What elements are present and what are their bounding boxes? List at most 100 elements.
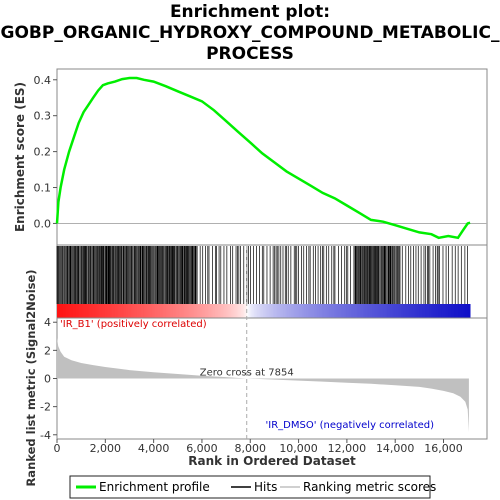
- rank-color-segment: [429, 304, 432, 318]
- legend-entry-profile: Enrichment profile: [99, 480, 210, 494]
- rank-color-segment: [374, 304, 377, 318]
- rank-color-segment: [91, 304, 94, 318]
- rank-color-segment: [284, 304, 287, 318]
- rank-color-segment: [420, 304, 423, 318]
- rank-color-segment: [375, 304, 378, 318]
- metric-y-tick-label: 0: [44, 373, 51, 386]
- rank-color-segment: [180, 304, 183, 318]
- rank-color-segment: [355, 304, 358, 318]
- rank-color-segment: [251, 304, 254, 318]
- rank-color-segment: [133, 304, 136, 318]
- rank-color-segment: [74, 304, 77, 318]
- rank-color-segment: [336, 304, 339, 318]
- rank-color-segment: [432, 304, 435, 318]
- rank-color-segment: [457, 304, 459, 318]
- rank-color-segment: [213, 304, 216, 318]
- rank-color-segment: [436, 304, 439, 318]
- rank-color-segment: [81, 304, 84, 318]
- rank-color-segment: [146, 304, 149, 318]
- rank-color-segment: [399, 304, 401, 318]
- rank-color-segment: [64, 304, 67, 318]
- rank-color-segment: [145, 304, 148, 318]
- rank-color-segment: [232, 304, 235, 318]
- rank-color-segment: [413, 304, 416, 318]
- es-y-tick-label: 0.4: [34, 74, 52, 87]
- rank-color-segment: [141, 304, 143, 318]
- rank-color-segment: [468, 304, 471, 318]
- rank-color-segment: [87, 304, 90, 318]
- rank-color-segment: [148, 304, 151, 318]
- rank-color-segment: [325, 304, 327, 318]
- rank-color-segment: [335, 304, 338, 318]
- rank-color-segment: [155, 304, 158, 318]
- metric-y-axis-label: Ranked list metric (Signal2Noise): [24, 269, 38, 486]
- rank-color-segment: [354, 304, 356, 318]
- rank-color-segment: [288, 304, 291, 318]
- rank-color-segment: [75, 304, 78, 318]
- rank-color-segment: [358, 304, 361, 318]
- rank-color-segment: [396, 304, 399, 318]
- rank-color-segment: [338, 304, 341, 318]
- rank-color-segment: [448, 304, 451, 318]
- rank-color-segment: [112, 304, 114, 318]
- rank-color-segment: [359, 304, 362, 318]
- rank-color-segment: [415, 304, 417, 318]
- rank-color-segment: [78, 304, 81, 318]
- rank-color-segment: [58, 304, 61, 318]
- rank-color-segment: [116, 304, 119, 318]
- es-y-axis: 0.0 0.1 0.2 0.3 0.4: [34, 74, 57, 230]
- rank-color-segment: [378, 304, 381, 318]
- metric-y-axis: -4 -2 0 2 4: [40, 316, 57, 442]
- rank-color-segment: [216, 304, 219, 318]
- rank-color-segment: [204, 304, 207, 318]
- rank-color-segment: [274, 304, 277, 318]
- rank-color-segment: [167, 304, 170, 318]
- rank-color-segment: [262, 304, 265, 318]
- rank-color-segment: [85, 304, 88, 318]
- rank-color-segment: [458, 304, 461, 318]
- rank-color-segment: [291, 304, 294, 318]
- metric-y-tick-label: -4: [40, 429, 51, 442]
- rank-color-segment: [143, 304, 146, 318]
- rank-color-segment: [88, 304, 91, 318]
- rank-color-segment: [258, 304, 261, 318]
- rank-color-segment: [364, 304, 367, 318]
- rank-color-segment: [367, 304, 370, 318]
- rank-color-segment: [125, 304, 127, 318]
- rank-color-segment: [296, 304, 299, 318]
- rank-color-segment: [222, 304, 225, 318]
- rank-color-segment: [349, 304, 352, 318]
- x-tick-label: 14,000: [376, 442, 415, 455]
- rank-color-segment: [128, 304, 130, 318]
- rank-color-segment: [310, 304, 313, 318]
- rank-color-segment: [394, 304, 397, 318]
- rank-color-segment: [154, 304, 156, 318]
- rank-color-segment: [132, 304, 135, 318]
- rank-color-segment: [172, 304, 175, 318]
- rank-color-segment: [254, 304, 256, 318]
- rank-color-segment: [70, 304, 72, 318]
- rank-color-segment: [270, 304, 272, 318]
- rank-color-segment: [465, 304, 468, 318]
- rank-color-segment: [203, 304, 206, 318]
- rank-color-segment: [446, 304, 449, 318]
- rank-color-segment: [435, 304, 438, 318]
- rank-color-segment: [286, 304, 288, 318]
- rank-color-segment: [383, 304, 385, 318]
- rank-color-segment: [71, 304, 74, 318]
- rank-color-segment: [255, 304, 258, 318]
- rank-color-segment: [84, 304, 87, 318]
- rank-color-segment: [267, 304, 270, 318]
- rank-color-segment: [183, 304, 185, 318]
- rank-color-segment: [445, 304, 448, 318]
- x-tick-label: 6,000: [186, 442, 218, 455]
- rank-color-segment: [177, 304, 180, 318]
- zero-cross-label: Zero cross at 7854: [200, 368, 294, 379]
- rank-color-segment: [342, 304, 345, 318]
- rank-color-segment: [106, 304, 109, 318]
- rank-color-segment: [199, 304, 201, 318]
- rank-color-bar: [57, 304, 471, 318]
- rank-color-segment: [293, 304, 296, 318]
- rank-color-segment: [214, 304, 217, 318]
